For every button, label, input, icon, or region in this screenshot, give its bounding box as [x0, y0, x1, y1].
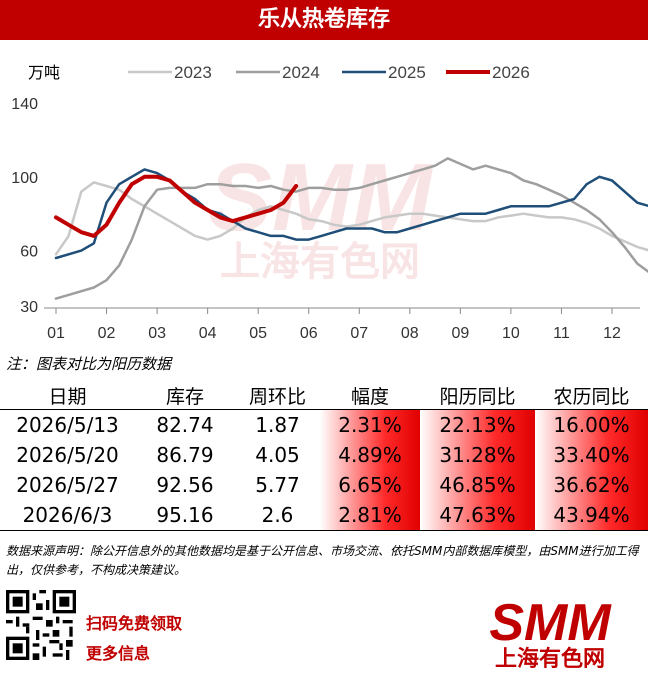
cell-yoy-solar: 47.63% [420, 500, 535, 531]
table-row: 2026/5/20 86.79 4.05 4.89% 31.28% 33.40% [0, 440, 648, 470]
y-tick-label: 60 [20, 244, 38, 261]
qr-code-icon[interactable] [6, 590, 76, 660]
x-tick-label: 03 [148, 325, 166, 342]
header-wow: 周环比 [235, 381, 320, 410]
header-pct: 幅度 [320, 381, 420, 410]
cell-yoy-solar: 46.85% [420, 470, 535, 500]
logo-sub: 上海有色网 [495, 646, 605, 668]
y-tick-label: 140 [11, 96, 38, 113]
series-line-2025 [54, 168, 648, 260]
x-tick-label: 02 [98, 325, 116, 342]
table-row: 2026/5/13 82.74 1.87 2.31% 22.13% 16.00% [0, 409, 648, 440]
y-tick-label: 30 [20, 299, 38, 316]
x-tick-label: 06 [300, 325, 318, 342]
page-title: 乐从热卷库存 [0, 0, 648, 40]
logo-text: SMM [489, 596, 612, 652]
cell-inventory: 82.74 [156, 413, 214, 437]
x-tick-label: 08 [401, 325, 419, 342]
smm-logo: SMM 上海有色网 [489, 596, 612, 668]
x-tick-label: 07 [350, 325, 368, 342]
cell-yoy-lunar: 16.00% [535, 409, 648, 440]
table-header-row: 日期 库存 周环比 幅度 阳历同比 农历同比 [0, 381, 648, 410]
cell-pct: 2.81% [320, 500, 420, 531]
legend-label-2026: 2026 [492, 63, 530, 82]
cell-inventory: 92.56 [156, 473, 214, 497]
series-line-2023 [54, 181, 648, 256]
cell-pct: 4.89% [320, 440, 420, 470]
watermark-sub: 上海有色网 [220, 239, 420, 285]
x-tick-label: 12 [603, 325, 621, 342]
x-tick-label: 10 [502, 325, 520, 342]
header-date: 日期 [0, 381, 135, 410]
x-axis-ticks: 01 02 03 04 05 06 07 08 09 10 11 12 [47, 308, 621, 342]
cell-inventory: 95.16 [135, 500, 235, 531]
cell-yoy-solar: 22.13% [420, 409, 535, 440]
cell-wow: 2.6 [235, 500, 320, 531]
cell-wow: 5.77 [255, 473, 300, 497]
series-line-2026 [54, 174, 299, 238]
cell-yoy-lunar: 33.40% [535, 440, 648, 470]
x-tick-label: 05 [249, 325, 267, 342]
cell-yoy-solar: 31.28% [420, 440, 535, 470]
x-tick-label: 04 [199, 325, 217, 342]
series-lines [54, 157, 648, 300]
cell-date: 2026/5/20 [16, 443, 119, 467]
cell-yoy-lunar: 36.62% [535, 470, 648, 500]
header-yoy-solar: 阳历同比 [420, 381, 535, 410]
legend-label-2023: 2023 [174, 63, 212, 82]
x-tick-label: 11 [553, 325, 570, 342]
x-tick-label: 01 [47, 325, 65, 342]
cell-date: 2026/6/3 [0, 500, 135, 531]
header-inventory: 库存 [135, 381, 235, 410]
x-tick-label: 09 [451, 325, 469, 342]
header-yoy-lunar: 农历同比 [535, 381, 648, 410]
cell-wow: 1.87 [255, 413, 300, 437]
cell-wow: 4.05 [255, 443, 300, 467]
cell-inventory: 86.79 [156, 443, 214, 467]
series-line-2024 [54, 157, 648, 300]
legend: 2023 2024 2025 2026 [128, 63, 530, 82]
y-axis-ticks: 30 60 100 140 [11, 96, 38, 316]
table-row: 2026/6/3 95.16 2.6 2.81% 47.63% 43.94% [0, 500, 648, 531]
watermark: SMM 上海有色网 [208, 144, 434, 285]
y-axis-unit: 万吨 [28, 63, 60, 82]
cell-date: 2026/5/27 [16, 473, 119, 497]
inventory-table: 日期 库存 周环比 幅度 阳历同比 农历同比 2026/5/13 82.74 1… [0, 381, 648, 531]
promo-line-1[interactable]: 扫码免费领取 [86, 614, 183, 633]
cell-pct: 6.65% [320, 470, 420, 500]
promo-line-2[interactable]: 更多信息 [86, 644, 151, 663]
line-chart: SMM 上海有色网 万吨 2023 2024 2025 2026 30 60 100 140… [11, 63, 648, 342]
cell-pct: 2.31% [320, 409, 420, 440]
table-row: 2026/5/27 92.56 5.77 6.65% 46.85% 36.62% [0, 470, 648, 500]
cell-yoy-lunar: 43.94% [535, 500, 648, 531]
chart-note: 注：图表对比为阳历数据 [6, 355, 172, 373]
source-disclaimer: 数据来源声明：除公开信息外的其他数据均是基于公开信息、市场交流、依托SMM内部数… [6, 544, 639, 577]
cell-date: 2026/5/13 [16, 413, 119, 437]
legend-label-2024: 2024 [282, 63, 320, 82]
y-tick-label: 100 [11, 170, 38, 187]
legend-label-2025: 2025 [388, 63, 426, 82]
